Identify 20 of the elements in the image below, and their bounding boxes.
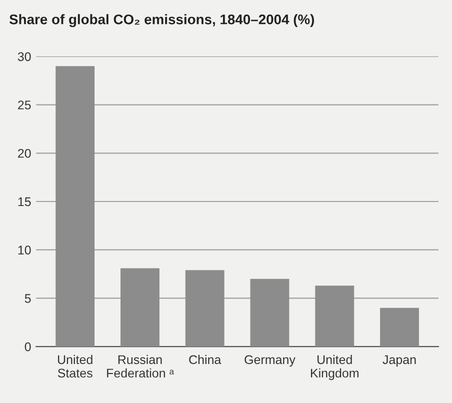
x-tick-label: Germany bbox=[244, 355, 296, 367]
bar bbox=[380, 308, 419, 347]
bar bbox=[56, 66, 95, 347]
x-tick-label: Russian Federation ᵃ bbox=[107, 354, 174, 378]
y-tick-label: 30 bbox=[18, 52, 31, 62]
y-tick-label: 10 bbox=[18, 246, 31, 255]
y-tick-label: 25 bbox=[18, 100, 31, 110]
bar bbox=[250, 278, 290, 347]
x-tick-label: China bbox=[189, 354, 222, 364]
y-tick-label: 20 bbox=[18, 148, 31, 158]
y-tick-label: 5 bbox=[24, 294, 31, 303]
x-tick-label: Japan bbox=[382, 355, 416, 367]
bar bbox=[315, 286, 354, 347]
x-tick-label: United Kingdom bbox=[310, 354, 358, 380]
bar bbox=[120, 268, 160, 347]
y-tick-label: 15 bbox=[18, 197, 31, 206]
bar bbox=[185, 270, 224, 347]
x-tick-label: United States bbox=[58, 354, 92, 378]
y-tick-label: 0 bbox=[24, 342, 31, 352]
chart-title: Share of global CO₂ emissions, 1840–2004 (%) bbox=[9, 14, 314, 28]
